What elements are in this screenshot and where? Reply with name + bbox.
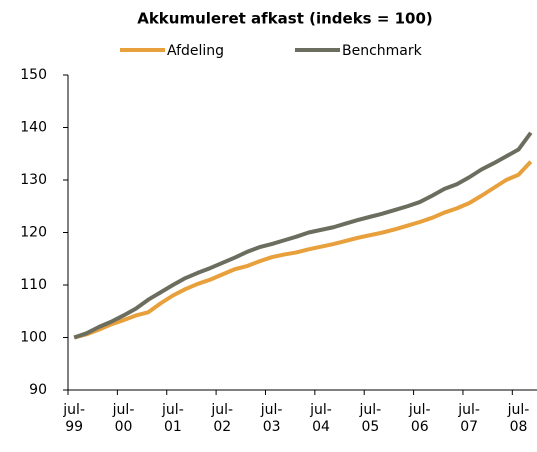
x-tick-label: jul-04 <box>310 402 332 435</box>
legend-label: Benchmark <box>342 43 423 59</box>
x-tick-label: jul-06 <box>408 402 431 435</box>
y-tick-label: 120 <box>20 225 47 241</box>
chart-title: Akkumuleret afkast (indeks = 100) <box>137 10 433 28</box>
series-line <box>73 131 533 340</box>
legend-label: Afdeling <box>167 43 224 59</box>
x-tick-label: jul-05 <box>359 402 382 435</box>
series-line <box>73 160 533 340</box>
x-tick-label: jul-03 <box>260 402 283 435</box>
y-tick-label: 110 <box>20 277 47 293</box>
x-tick-label: jul-99 <box>63 402 86 435</box>
x-tick-label: jul-02 <box>211 402 234 435</box>
x-tick-label: jul-01 <box>162 402 184 435</box>
x-tick-label: jul-07 <box>458 402 480 435</box>
y-tick-label: 100 <box>20 330 47 346</box>
y-tick-label: 130 <box>20 172 47 188</box>
x-tick-label: jul-08 <box>507 402 530 435</box>
y-tick-label: 140 <box>20 120 47 136</box>
y-tick-label: 90 <box>29 382 47 398</box>
x-tick-label: jul-00 <box>112 402 135 435</box>
y-tick-label: 150 <box>20 67 47 83</box>
